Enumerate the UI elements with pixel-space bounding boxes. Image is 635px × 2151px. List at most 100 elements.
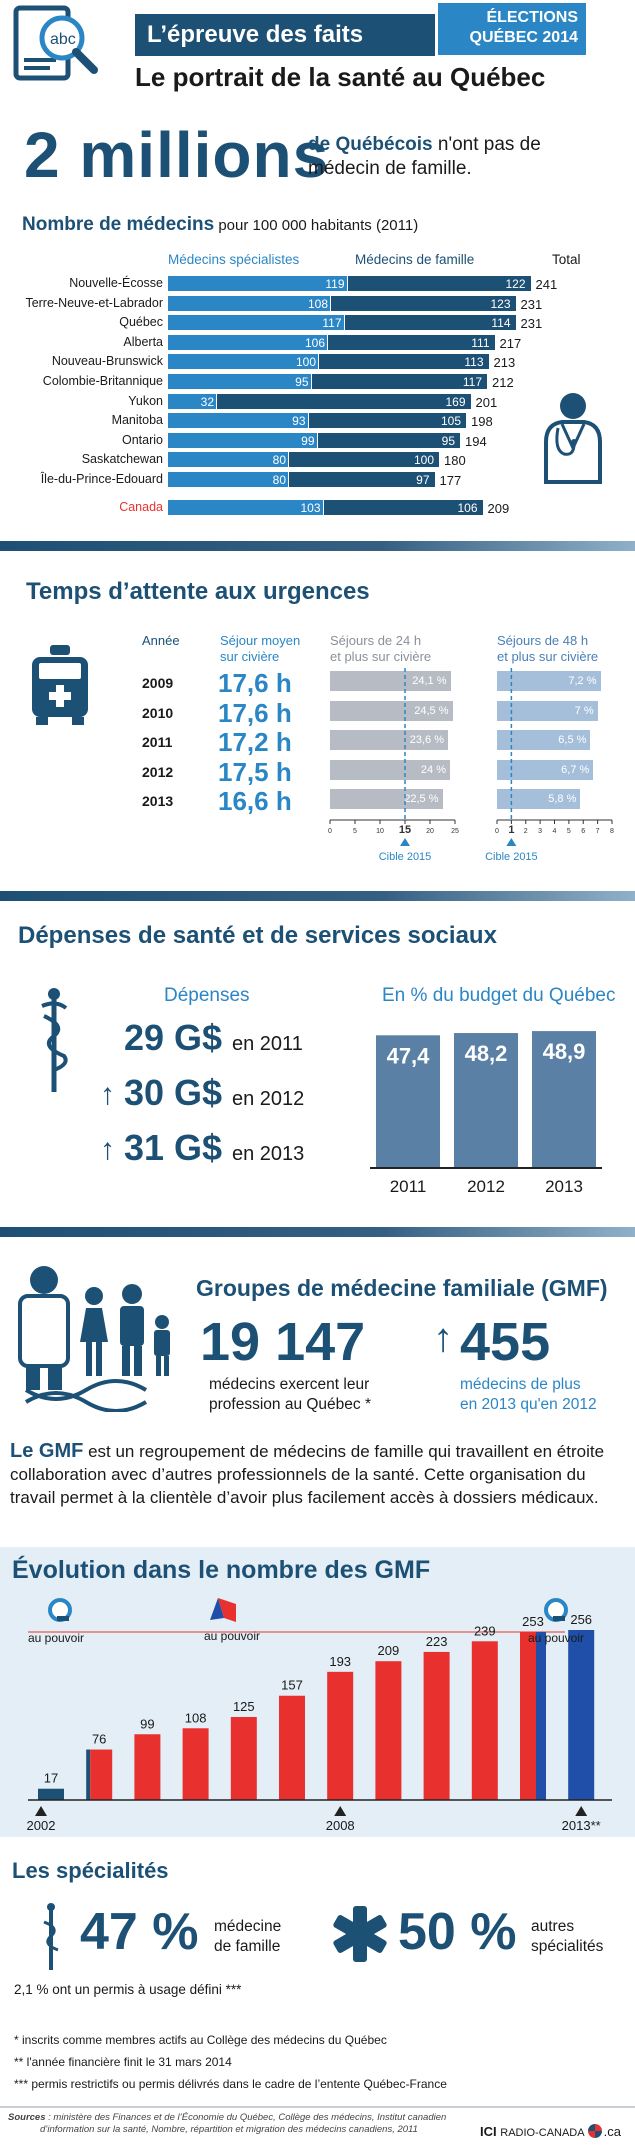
bar-category-label: Nouveau-Brunswick [51, 354, 163, 369]
gmf-stat2-desc: médecins de plus en 2013 qu'en 2012 [460, 1375, 597, 1415]
family-value: 105 [440, 414, 461, 429]
bar-category-label: Canada [119, 499, 163, 514]
wait-stay-value: 17,6 h [218, 668, 292, 698]
gmf-bar [471, 1641, 498, 1800]
brand-radio: RADIO-CANADA [500, 2127, 585, 2139]
headline-rest: n'ont pas de médecin de famille. [308, 134, 541, 179]
gmf-bar [230, 1716, 257, 1800]
doctors-subtitle: pour 100 000 habitants (2011) [214, 217, 419, 234]
power-label: au pouvoir [28, 1631, 84, 1645]
bar-category-label: Saskatchewan [81, 452, 163, 467]
gmf-bar-label: 99 [140, 1716, 154, 1731]
plq-logo-icon [218, 1598, 236, 1622]
specialist-value: 99 [301, 433, 315, 448]
bar-category-label: Yukon [128, 393, 163, 408]
family-value: 169 [445, 394, 466, 409]
axis-tick-label: 4 [553, 828, 557, 835]
col-year: Année [142, 633, 180, 648]
wait-year: 2011 [142, 734, 173, 750]
specialist-bar [168, 276, 347, 291]
bar-24h-label: 24,1 % [412, 675, 447, 687]
gmf-stat2-l1: médecins de plus [460, 1376, 581, 1393]
bar-category-label: Alberta [123, 334, 163, 349]
gmf-bar [134, 1734, 161, 1800]
family-value: 100 [413, 453, 434, 468]
year-marker-icon [334, 1806, 347, 1816]
family-bar [311, 374, 487, 389]
gmf-bar-label: 193 [329, 1654, 351, 1669]
bar-24h [330, 730, 448, 750]
family-value: 106 [457, 500, 478, 515]
bar-24h-label: 22,5 % [404, 793, 439, 805]
sources-label: Sources [8, 2112, 46, 2123]
sources-l1: : ministère des Finances et de l’Économi… [45, 2112, 447, 2123]
gem-logo-icon [587, 2124, 602, 2138]
specialist-value: 106 [304, 335, 325, 350]
section-divider [0, 1227, 635, 1237]
bar-24h [330, 700, 453, 721]
gmf-bar-label: 223 [426, 1634, 448, 1649]
col-budget: En % du budget du Québec [382, 985, 616, 1006]
gmf-bar [279, 1695, 305, 1800]
budget-bar [532, 1031, 596, 1168]
bar-category-label: Terre-Neuve-et-Labrador [25, 295, 163, 310]
wait-stay-value: 17,6 h [218, 697, 292, 728]
specialist-value: 117 [322, 316, 342, 331]
sources-l2: d’information sur la santé, Nombre, répa… [40, 2124, 418, 2135]
col-24h-l2: et plus sur civière [330, 649, 432, 664]
brand-ici: ICI [480, 2124, 497, 2139]
pct-family: 47 % [80, 1903, 199, 1961]
specialist-value: 119 [325, 277, 345, 291]
spending-year: en 2013 [232, 1143, 305, 1165]
specialist-value: 93 [292, 414, 306, 429]
specialist-bar [168, 334, 327, 350]
bar-48h [497, 671, 601, 691]
specialist-bar [168, 499, 323, 515]
bar-24h-label: 24 % [420, 763, 446, 776]
bar-48h-label: 6,7 % [561, 763, 590, 776]
specialties-title: Les spécialités [12, 1858, 169, 1883]
budget-bar-label: 48,9 [543, 1039, 586, 1064]
year-label: 2013** [562, 1818, 601, 1833]
specialist-value: 103 [300, 500, 321, 515]
series-title: L’épreuve des faits [135, 14, 435, 56]
total-value: 201 [475, 394, 498, 410]
up-arrow-icon: ↑ [433, 1316, 453, 1360]
family-value: 122 [505, 277, 526, 291]
total-value: 198 [471, 414, 493, 430]
pct-family-desc: médecine de famille [214, 1917, 281, 1957]
gmf-bar-label: 76 [92, 1732, 106, 1747]
gmf-bar-label: 239 [474, 1623, 496, 1638]
spending-title: Dépenses de santé et de services sociaux [18, 922, 497, 949]
axis-tick-label: 0 [328, 828, 332, 835]
bar-24h [330, 671, 451, 691]
gmf-stat2-value: 455 [460, 1312, 551, 1372]
specialist-bar [168, 295, 330, 311]
family-bar [331, 295, 516, 311]
evolution-title: Évolution dans le nombre des GMF [12, 1556, 431, 1584]
budget-year-label: 2011 [390, 1177, 427, 1196]
bar-24h-label: 23,6 % [409, 734, 444, 746]
headline-highlight: de Québécois [308, 134, 433, 155]
wait-axes: 0 5 10 15 20 25 Cible 2015 0 1 2 3 4 5 6 7 8 Cible 2015 [328, 668, 614, 863]
section-divider [0, 541, 635, 551]
axis-tick-label: 5 [353, 828, 357, 835]
spending-year: en 2012 [232, 1088, 305, 1110]
footer-divider [0, 2106, 635, 2108]
specialist-bar [168, 374, 311, 389]
bar-category-label: Nouvelle-Écosse [69, 276, 163, 290]
wait-year: 2010 [142, 704, 174, 721]
total-value: 177 [439, 473, 462, 488]
gmf-bar-label: 157 [281, 1678, 303, 1693]
col-48h-l1: Séjours de 48 h [497, 633, 589, 648]
headline-number: 2 millions [24, 119, 330, 191]
wait-year: 2013 [142, 793, 174, 809]
target-label: Cible 2015 [485, 851, 538, 863]
budget-bar [454, 1033, 518, 1168]
gmf-description: Le GMF est un regroupement de médecins d… [10, 1440, 622, 1509]
family-value: 114 [491, 316, 511, 331]
total-value: 231 [520, 316, 543, 332]
budget-bar-label: 48,2 [465, 1041, 508, 1066]
budget-chart: 47,4 2011 48,2 2012 48,9 2013 [370, 1031, 602, 1196]
col-family: Médecins de famille [355, 252, 475, 267]
